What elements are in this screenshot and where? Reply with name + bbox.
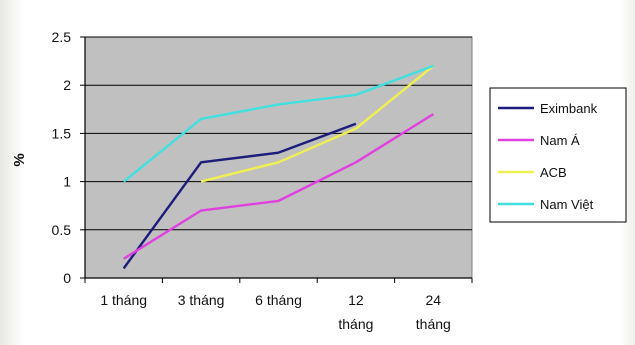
axes [80,36,473,283]
x-tick-label: 24 tháng [416,292,451,332]
legend-box [489,87,627,223]
legend-label: Nam Việt [540,197,594,212]
series-line-eximbank [122,122,357,270]
series-lines [122,64,435,270]
x-tick-label: 3 tháng [178,292,225,308]
plot-area [84,36,473,279]
y-tick-label: 2 [63,77,71,93]
legend-label: Eximbank [540,101,598,116]
y-axis-label: % [11,153,28,166]
y-tick-label: 0 [63,270,71,286]
y-tick-label: 1 [63,174,71,190]
gridlines [85,36,472,279]
legend: Eximbank Nam Á ACB Nam Việt [489,87,627,223]
y-tick-label: 0.5 [52,222,72,238]
x-tick-label: 6 tháng [255,292,302,308]
y-tick-label: 1.5 [52,125,72,141]
y-tick-label: 2.5 [52,29,72,45]
series-line-nam-a [123,113,434,260]
x-axis-ticks: 1 tháng 3 tháng 6 tháng 12 tháng 24 tháng [100,292,450,332]
series-line-nam-viet [122,64,434,183]
x-tick-label: 12 tháng [338,292,373,332]
legend-label: Nam Á [540,133,580,148]
series-line-acb [200,64,435,183]
legend-label: ACB [540,165,567,180]
y-axis-ticks: 0 0.5 1 1.5 2 2.5 [52,29,72,286]
x-tick-label: 1 tháng [100,292,147,308]
